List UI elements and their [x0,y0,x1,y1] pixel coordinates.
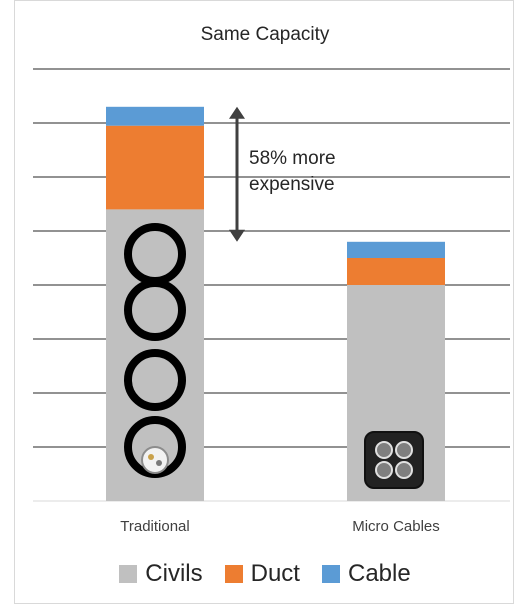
cable-bundle-icon [141,446,169,474]
category-label-micro-cables: Micro Cables [352,518,440,535]
legend-item-duct: Duct [224,560,300,588]
legend-swatch-civils [119,565,138,583]
duct-ring-icon [124,349,186,411]
legend-item-cable: Cable [321,560,411,588]
microduct-icon [375,461,393,479]
annotation-text: 58% more expensive [249,146,336,198]
arrow-head-down-icon [229,229,245,242]
cable-core-icon [148,454,154,460]
difference-arrow [229,106,245,242]
bar-cable-micro-cables [347,241,445,258]
microduct-icon [375,441,393,459]
annotation-line-1: 58% more [249,148,336,169]
legend: Civils Duct Cable [0,560,530,588]
duct-ring-icon [124,279,186,341]
legend-swatch-cable [321,565,340,583]
legend-label-duct: Duct [250,560,300,587]
microduct-icon [395,461,413,479]
annotation-line-2: expensive [249,174,335,195]
category-label-traditional: Traditional [120,518,190,535]
chart-title: Same Capacity [200,24,330,45]
cable-core-icon [156,460,162,466]
microduct-block-icon [364,431,424,489]
bar-duct-micro-cables [347,258,445,285]
legend-label-cable: Cable [347,560,411,587]
bar-duct-traditional [106,125,204,210]
arrow-head-up-icon [229,106,245,119]
bar-cable-traditional [106,106,204,126]
legend-swatch-duct [224,565,243,583]
microduct-icon [395,441,413,459]
legend-label-civils: Civils [145,560,203,587]
legend-item-civils: Civils [119,560,203,588]
cable-icons [124,223,424,489]
